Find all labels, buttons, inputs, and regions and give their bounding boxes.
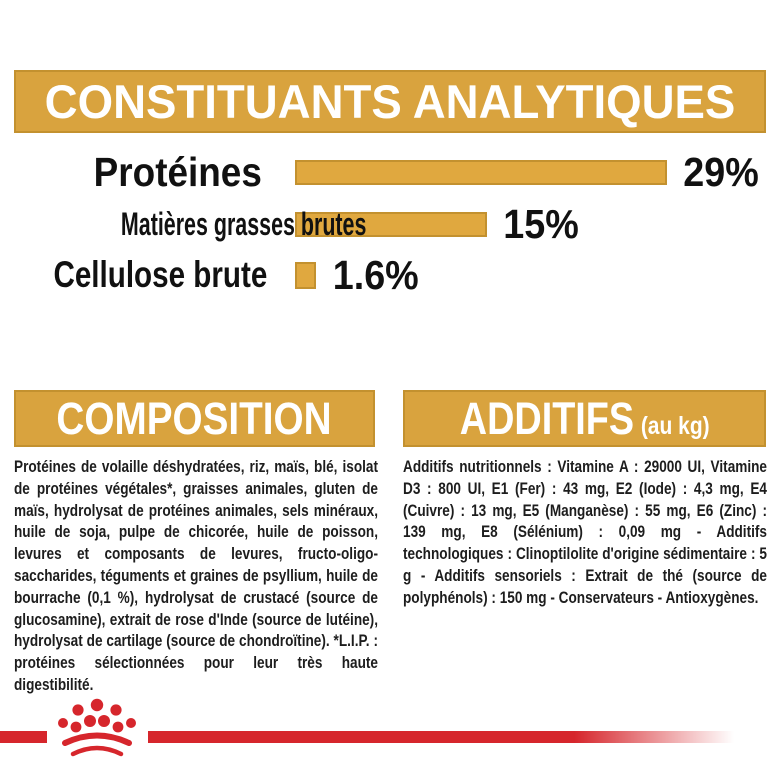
bar-label: Protéines — [93, 148, 262, 195]
brand-stripe-right — [148, 731, 740, 743]
composition-text-block: Protéines de volaille déshydratées, riz,… — [14, 456, 378, 696]
section-header-additifs: ADDITIFS (au kg) — [403, 390, 766, 447]
bar-value: 1.6% — [332, 251, 419, 298]
bar-matieres-grasses — [295, 211, 487, 237]
chart-row-cellulose: Cellulose brute 1.6% — [0, 251, 422, 299]
chart-row-proteines: Protéines 29% — [0, 148, 762, 196]
section-title: CONSTITUANTS ANALYTIQUES — [44, 75, 736, 128]
section-title-suffix: (au kg) — [640, 411, 710, 440]
section-header-constituants-analytiques: CONSTITUANTS ANALYTIQUES — [14, 70, 766, 133]
section-title: ADDITIFS — [459, 392, 634, 444]
chart-row-matieres-grasses: Matières grasses brutes 15% — [0, 201, 582, 247]
brand-stripe-left — [0, 731, 47, 743]
bar-label: Cellulose brute — [53, 254, 268, 295]
bar-cellulose — [295, 261, 316, 289]
royal-canin-crown-icon — [58, 698, 136, 757]
section-header-composition: COMPOSITION — [14, 390, 375, 447]
additifs-text-block: Additifs nutritionnels : Vitamine A : 29… — [403, 456, 767, 609]
bar-value: 29% — [683, 148, 759, 195]
section-title: COMPOSITION — [56, 392, 333, 444]
bar-value: 15% — [503, 200, 579, 247]
bar-label: Matières grasses brutes — [120, 205, 367, 242]
bar-proteines — [295, 159, 667, 185]
additifs-body: Additifs nutritionnels : Vitamine A : 29… — [403, 457, 767, 607]
composition-body: Protéines de volaille déshydratées, riz,… — [14, 457, 378, 694]
